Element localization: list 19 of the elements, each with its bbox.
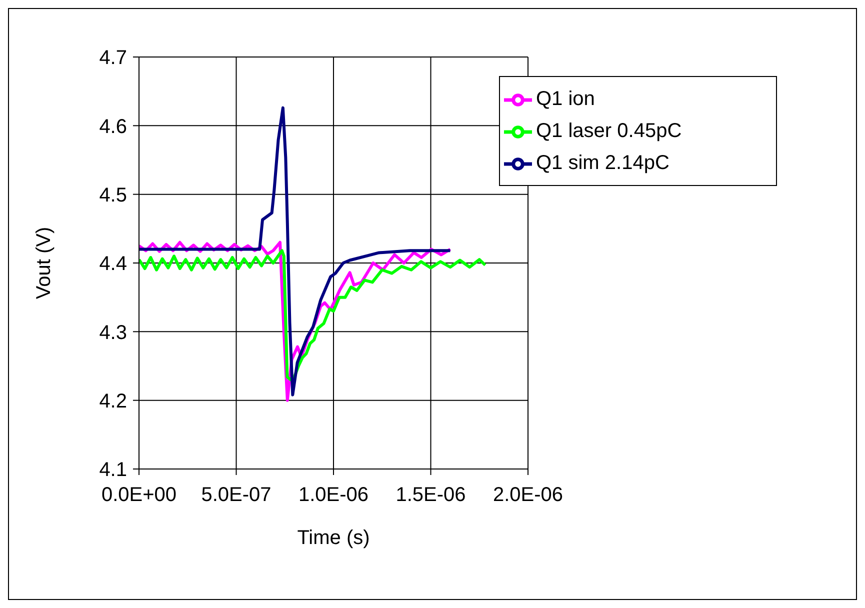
y-tick-label: 4.2 xyxy=(99,390,127,412)
y-tick-label: 4.5 xyxy=(99,184,127,206)
x-tick-label: 2.0E-06 xyxy=(492,484,564,506)
y-tick-label: 4.4 xyxy=(99,253,127,276)
legend-label: Q1 laser 0.45pC xyxy=(536,120,682,142)
legend-label: Q1 sim 2.14pC xyxy=(536,152,670,174)
legend-label: Q1 ion xyxy=(536,88,595,110)
y-tick-label: 4.6 xyxy=(99,116,127,138)
y-tick-label: 4.7 xyxy=(99,47,127,70)
x-axis-title: Time (s) xyxy=(297,527,370,549)
x-tick-label: 0.0E+00 xyxy=(101,484,177,506)
y-tick-label: 4.3 xyxy=(99,322,127,344)
x-tick-label: 5.0E-07 xyxy=(201,484,272,506)
line-series xyxy=(139,249,487,382)
y-tick-label: 4.1 xyxy=(99,459,127,482)
x-tick-label: 1.0E-06 xyxy=(298,484,369,506)
x-tick-label: 1.5E-06 xyxy=(396,484,466,506)
y-axis-title: Vout (V) xyxy=(33,226,56,300)
line-series xyxy=(139,106,452,396)
